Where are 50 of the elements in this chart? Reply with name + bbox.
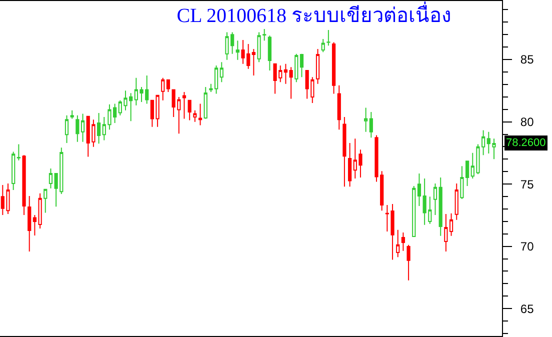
candlestick (198, 103, 202, 126)
candlestick (438, 176, 442, 236)
candlestick (220, 62, 224, 83)
candlestick (417, 172, 422, 206)
candlestick (193, 110, 197, 122)
y-tick-label: 80 (520, 115, 534, 129)
candlestick (80, 113, 85, 142)
candlestick (364, 107, 368, 132)
chart-title: CL 20100618 ระบบเขียวต่อเนื่อง (176, 1, 452, 28)
candlestick (444, 213, 448, 252)
candlestick (337, 84, 341, 130)
candlestick (326, 30, 330, 46)
candlestick (188, 100, 192, 121)
candlestick (64, 114, 69, 144)
candlestick (28, 196, 32, 252)
candlestick (70, 110, 74, 120)
candlestick (401, 232, 406, 252)
candlestick (76, 114, 80, 142)
candlestick (22, 154, 26, 216)
candlestick (294, 53, 298, 83)
candlestick (204, 86, 208, 120)
annotation: 78.2600 (506, 137, 546, 149)
candlestick (300, 53, 304, 78)
candlestick (321, 38, 325, 53)
candlestick (268, 35, 272, 71)
y-tick-label: 65 (520, 302, 534, 316)
candlestick (96, 112, 101, 144)
candlestick (166, 79, 170, 93)
candlestick (406, 244, 410, 281)
candlestick (348, 142, 352, 188)
candlestick (396, 229, 400, 258)
candlestick (342, 116, 346, 188)
candlestick (252, 48, 256, 76)
candlestick (433, 182, 438, 216)
candlestick (236, 40, 240, 60)
candlestick (332, 42, 336, 94)
candlestick (316, 48, 320, 84)
y-tick-label: 85 (520, 52, 534, 67)
candlestick (369, 111, 373, 138)
y-tick-label: 75 (520, 177, 534, 192)
candlestick (48, 168, 53, 189)
candlestick (449, 212, 454, 236)
candlestick (44, 188, 48, 214)
y-tick-label: 70 (520, 240, 534, 254)
candlestick (12, 151, 16, 191)
candlestick (182, 92, 186, 120)
candlestick (412, 186, 416, 237)
candlestick (161, 77, 165, 101)
candlestick (16, 144, 20, 161)
candlestick (454, 182, 458, 220)
